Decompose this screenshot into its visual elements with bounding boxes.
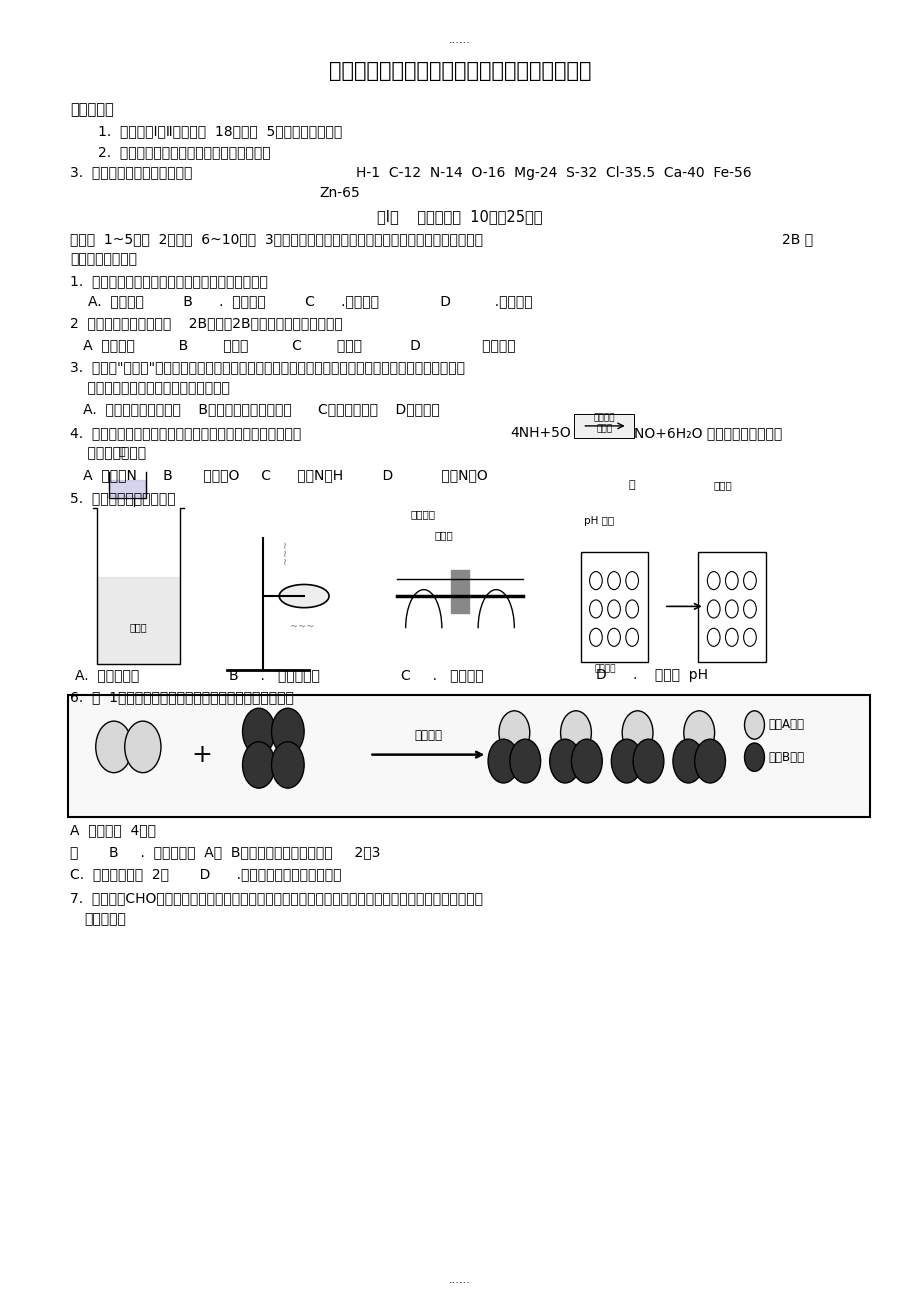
Circle shape xyxy=(560,711,591,754)
Text: 水润湿后: 水润湿后 xyxy=(594,665,615,674)
Circle shape xyxy=(683,711,714,754)
Text: A.  气态时密度比空气大    B．沸点较低，容易气化      C．不支持燃烧    D．可燃性: A. 气态时密度比空气大 B．沸点较低，容易气化 C．不支持燃烧 D．可燃性 xyxy=(70,403,439,417)
Text: 催化剂: 催化剂 xyxy=(596,425,611,434)
Text: 4.  氨的催化氧化是工业上生产硝酸的重要步骤，其化学反应: 4. 氨的催化氧化是工业上生产硝酸的重要步骤，其化学反应 xyxy=(70,426,301,440)
Text: 5.  下列实验操作正确的是: 5. 下列实验操作正确的是 xyxy=(70,491,176,506)
Text: pH 试纸: pH 试纸 xyxy=(584,516,614,526)
FancyBboxPatch shape xyxy=(68,696,869,817)
Text: ~~~: ~~~ xyxy=(280,539,290,564)
Text: B     .   蒸发食盐水: B . 蒸发食盐水 xyxy=(229,668,320,683)
Text: 2  ．填涂答题卡时必须用    2B铅笔。2B铅笔芯的主要成分中含有: 2 ．填涂答题卡时必须用 2B铅笔。2B铅笔芯的主要成分中含有 xyxy=(70,317,343,331)
Circle shape xyxy=(243,709,275,754)
Circle shape xyxy=(125,721,161,773)
Text: 2.  答案一律写在答题卡上，否则不能得分。: 2. 答案一律写在答题卡上，否则不能得分。 xyxy=(97,145,270,159)
Text: 浓硫酸: 浓硫酸 xyxy=(130,622,147,632)
Text: 待测液: 待测液 xyxy=(713,481,732,490)
Text: A.  塑料玩具         B      .  纯棉帽子         C      .陶瓷餐具              D          .黄金: A. 塑料玩具 B . 纯棉帽子 C .陶瓷餐具 D .黄金 xyxy=(88,294,532,309)
Circle shape xyxy=(243,741,275,788)
Circle shape xyxy=(271,709,304,754)
Text: A.  稀释浓硫酸: A. 稀释浓硫酸 xyxy=(74,668,139,683)
Circle shape xyxy=(550,739,580,783)
Text: A  图中出现  4种分: A 图中出现 4种分 xyxy=(70,823,156,837)
Text: Zn-65: Zn-65 xyxy=(319,186,360,201)
Text: 生变化的元素有: 生变化的元素有 xyxy=(70,447,146,460)
FancyBboxPatch shape xyxy=(573,414,633,438)
Text: 一定条件: 一定条件 xyxy=(414,728,442,741)
Text: NO+6H₂O 中，反应后化合价发: NO+6H₂O 中，反应后化合价发 xyxy=(633,426,781,440)
Text: 第Ⅰ卷    选择题（共  10题，25分）: 第Ⅰ卷 选择题（共 10题，25分） xyxy=(377,210,542,224)
Text: 3.  可能用到的相对原子质量：: 3. 可能用到的相对原子质量： xyxy=(70,165,193,180)
Text: 2B 铅: 2B 铅 xyxy=(781,232,811,246)
Text: D      .    测溶液  pH: D . 测溶液 pH xyxy=(596,668,707,683)
Text: 表示A原子: 表示A原子 xyxy=(767,718,803,731)
Text: ......: ...... xyxy=(448,35,471,46)
Text: C.  图中生成物有  2种       D      .图示反应前后原子个数不变: C. 图中生成物有 2种 D .图示反应前后原子个数不变 xyxy=(70,866,342,881)
Text: 笔将该选项涂黑。: 笔将该选项涂黑。 xyxy=(70,251,137,266)
Ellipse shape xyxy=(279,585,329,607)
Circle shape xyxy=(743,711,764,739)
Circle shape xyxy=(571,739,602,783)
Text: 1.  下列物品所使用的主要材料为有机合成材料的是: 1. 下列物品所使用的主要材料为有机合成材料的是 xyxy=(70,274,268,288)
Circle shape xyxy=(621,711,652,754)
Text: 用水润湿: 用水润湿 xyxy=(410,508,435,519)
Circle shape xyxy=(488,739,518,783)
Circle shape xyxy=(743,743,764,771)
Circle shape xyxy=(498,711,529,754)
Text: +: + xyxy=(191,743,212,766)
Text: 4NH+5O: 4NH+5O xyxy=(509,426,570,440)
Text: 本卷第  1~5题各  2分，第  6~10题各  3分。每题只有一个选项符合题意，在答题卡选择题栏内用: 本卷第 1~5题各 2分，第 6~10题各 3分。每题只有一个选项符合题意，在答… xyxy=(70,232,482,246)
Text: C     .   套橡胶管: C . 套橡胶管 xyxy=(401,668,483,683)
Circle shape xyxy=(632,739,664,783)
Text: 水: 水 xyxy=(629,481,635,490)
Text: 玻璃管: 玻璃管 xyxy=(434,530,453,541)
Text: A  ．只有N      B       ．只有O     C      ．有N和H         D           ．有N和O: A ．只有N B ．只有O C ．有N和H D ．有N和O xyxy=(70,469,488,482)
Circle shape xyxy=(509,739,540,783)
Text: 水: 水 xyxy=(119,447,125,457)
Text: H-1  C-12  N-14  O-16  Mg-24  S-32  Cl-35.5  Ca-40  Fe-56: H-1 C-12 N-14 O-16 Mg-24 S-32 Cl-35.5 Ca… xyxy=(356,165,751,180)
Text: 述正确的是: 述正确的是 xyxy=(84,912,126,926)
Text: ......: ...... xyxy=(448,1276,471,1286)
Text: 子       B     .  参加反应的  A与  B两种物质的分子个数比为     2：3: 子 B . 参加反应的 A与 B两种物质的分子个数比为 2：3 xyxy=(70,844,380,859)
Circle shape xyxy=(694,739,725,783)
Circle shape xyxy=(271,741,304,788)
Text: 7.  二甲醚（CHO）以其无污染、易于制造的特征，可能成为一种全新的替代能源而普及。有关二甲醚的叙: 7. 二甲醚（CHO）以其无污染、易于制造的特征，可能成为一种全新的替代能源而普… xyxy=(70,891,482,906)
Circle shape xyxy=(610,739,641,783)
Text: A  ．金刚石          B        ．石墨          C        ．木炭           D              ．活性: A ．金刚石 B ．石墨 C ．木炭 D ．活性 xyxy=(70,339,516,352)
Text: 高温高压: 高温高压 xyxy=(593,413,614,422)
Text: ~~~: ~~~ xyxy=(289,622,314,632)
Text: 6.  图  1为某化学反应的微观示意图，下列说法正确的是: 6. 图 1为某化学反应的微观示意图，下列说法正确的是 xyxy=(70,691,294,704)
Text: 福建省厦门市九年级化学下学期第二次模拟试题: 福建省厦门市九年级化学下学期第二次模拟试题 xyxy=(328,61,591,81)
Circle shape xyxy=(96,721,131,773)
Circle shape xyxy=(672,739,703,783)
Text: 注意事项：: 注意事项： xyxy=(70,103,114,117)
Text: 3.  常用的"灭火弹"里装有液态四氯化碳，使用时，液态四氯化碳迅速转化为气态并覆盖在火焰上。据此: 3. 常用的"灭火弹"里装有液态四氯化碳，使用时，液态四氯化碳迅速转化为气态并覆… xyxy=(70,360,465,374)
Text: 推测，四氯化碳可能具有的化学性质是: 推测，四氯化碳可能具有的化学性质是 xyxy=(70,380,230,395)
Text: 表示B原子: 表示B原子 xyxy=(767,751,803,764)
Text: 1.  试卷分为Ⅰ、Ⅱ两卷，共  18题，共  5页，另有答题卡。: 1. 试卷分为Ⅰ、Ⅱ两卷，共 18题，共 5页，另有答题卡。 xyxy=(97,124,342,138)
